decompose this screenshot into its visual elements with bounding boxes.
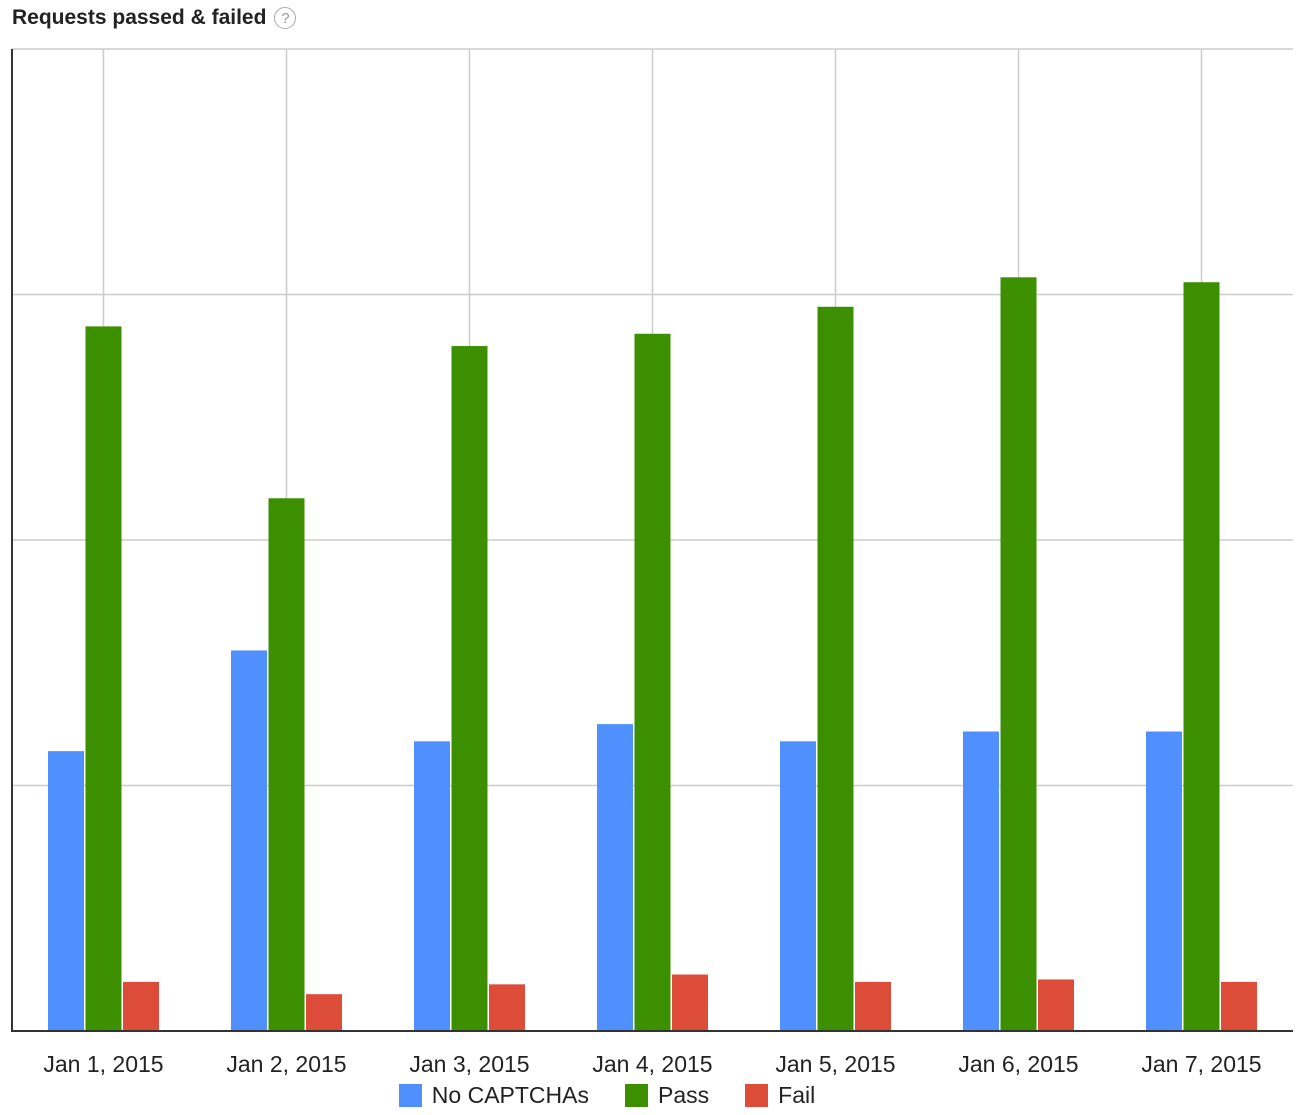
legend-swatch: [398, 1084, 422, 1107]
chart-title: Requests passed & failed: [12, 6, 267, 29]
bar-group: [597, 333, 708, 1031]
bar-pass[interactable]: [85, 326, 122, 1031]
bar-pass[interactable]: [1183, 282, 1220, 1032]
help-icon[interactable]: ?: [274, 7, 297, 29]
bar-group: [48, 326, 159, 1031]
x-tick-label: Jan 1, 2015: [43, 1051, 163, 1077]
bar-pass[interactable]: [634, 333, 671, 1031]
legend-swatch: [745, 1084, 769, 1107]
legend-items: No CAPTCHAs Pass Fail: [398, 1082, 851, 1109]
x-tick-label: Jan 6, 2015: [958, 1051, 1078, 1077]
bar-no-captchas[interactable]: [48, 751, 84, 1031]
x-tick-label: Jan 3, 2015: [409, 1051, 529, 1077]
bar-group: [780, 306, 891, 1031]
bar-no-captchas[interactable]: [231, 650, 267, 1031]
bar-no-captchas[interactable]: [780, 741, 816, 1031]
chart-header: Requests passed & failed ?: [12, 4, 297, 32]
bar-pass[interactable]: [451, 346, 488, 1031]
bar-fail[interactable]: [1221, 981, 1257, 1031]
legend-label: No CAPTCHAs: [431, 1082, 589, 1108]
bar-fail[interactable]: [1038, 979, 1074, 1031]
bar-fail[interactable]: [123, 981, 159, 1031]
x-tick-label: Jan 2, 2015: [226, 1051, 346, 1077]
bar-group: [231, 498, 342, 1031]
x-tick-label: Jan 4, 2015: [592, 1051, 712, 1077]
x-tick-label: Jan 5, 2015: [775, 1051, 895, 1077]
x-tick-label: Jan 7, 2015: [1141, 1051, 1261, 1077]
legend-label: Pass: [658, 1082, 710, 1108]
legend-swatch: [625, 1084, 648, 1107]
bar-fail[interactable]: [855, 981, 891, 1031]
x-axis-tick-labels: Jan 1, 2015 Jan 2, 2015 Jan 3, 2015 Jan 4, …: [43, 1051, 1261, 1077]
bars: [48, 277, 1257, 1032]
bar-no-captchas[interactable]: [414, 741, 450, 1031]
legend-item[interactable]: Pass: [625, 1082, 709, 1109]
bar-no-captchas[interactable]: [963, 731, 999, 1031]
legend-item[interactable]: Fail: [745, 1082, 815, 1109]
bar-no-captchas[interactable]: [597, 724, 633, 1031]
legend-label: Fail: [778, 1082, 816, 1108]
bar-fail[interactable]: [306, 994, 342, 1031]
bar-no-captchas[interactable]: [1146, 731, 1182, 1031]
axes: [11, 49, 1293, 1032]
bar-pass[interactable]: [268, 498, 305, 1031]
bar-group: [1146, 282, 1257, 1032]
legend-item[interactable]: No CAPTCHAs: [398, 1082, 589, 1109]
bar-pass[interactable]: [817, 306, 854, 1031]
bar-group: [414, 346, 525, 1031]
bar-pass[interactable]: [1000, 277, 1037, 1031]
bar-fail[interactable]: [672, 974, 708, 1031]
bar-group: [963, 277, 1074, 1031]
bar-fail[interactable]: [489, 984, 525, 1031]
legend: No CAPTCHAs Pass Fail: [0, 1082, 1300, 1109]
